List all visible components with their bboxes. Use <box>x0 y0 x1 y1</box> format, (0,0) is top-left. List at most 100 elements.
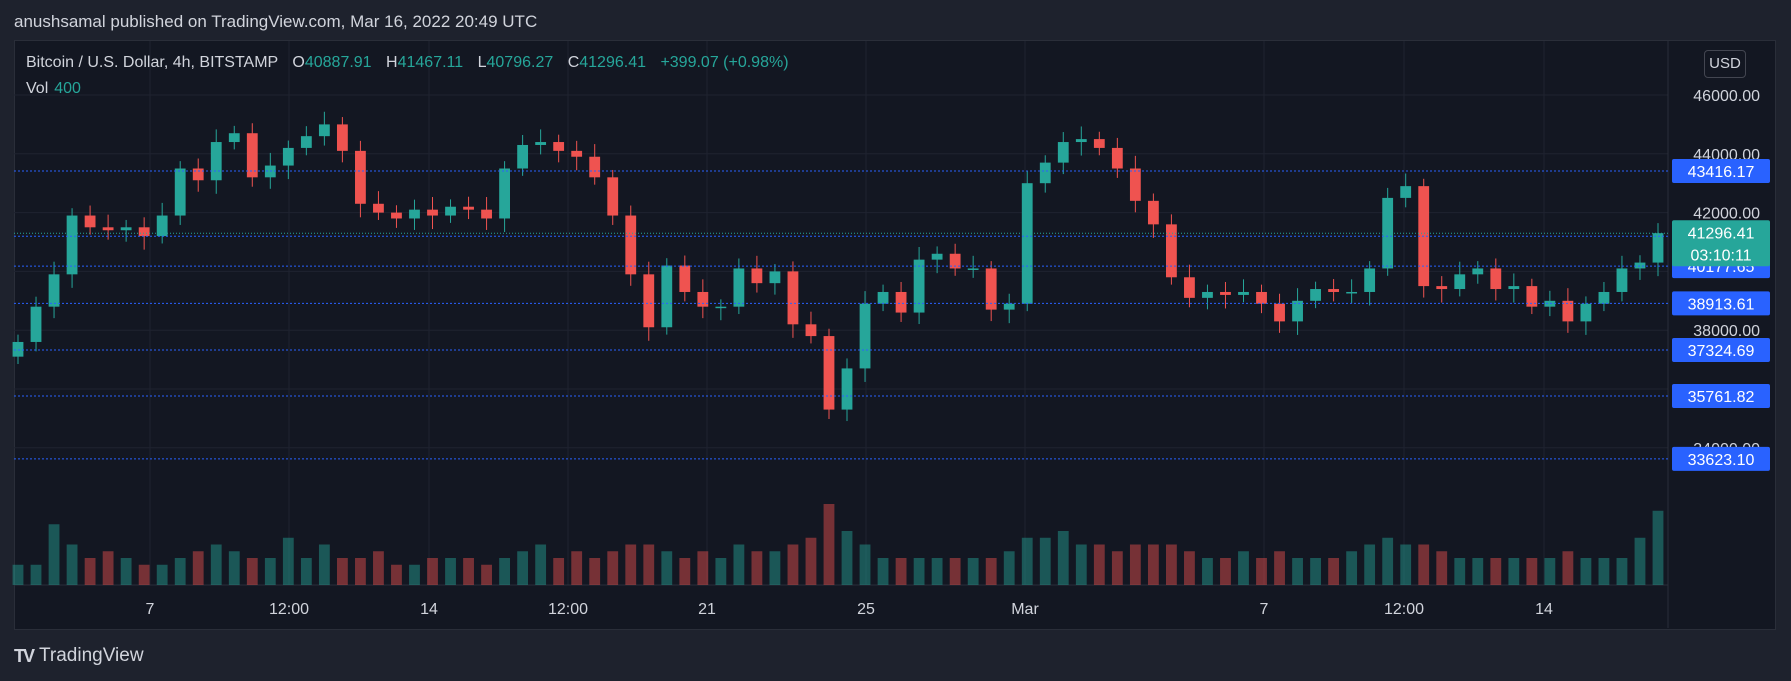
candle-body[interactable] <box>1364 268 1376 292</box>
price-level-tag[interactable] <box>1672 446 1770 471</box>
candle-body[interactable] <box>481 209 492 219</box>
candle-body[interactable] <box>859 303 871 369</box>
candle-body[interactable] <box>1544 300 1556 307</box>
candle-body[interactable] <box>697 291 709 307</box>
candle-body[interactable] <box>1184 277 1195 298</box>
candle-body[interactable] <box>1400 186 1412 198</box>
volume-label[interactable]: Vol <box>26 80 49 97</box>
candle-body[interactable] <box>48 274 60 307</box>
candle-body[interactable] <box>1634 262 1646 269</box>
candle-body[interactable] <box>1057 142 1069 163</box>
candle-body[interactable] <box>1129 168 1141 201</box>
candle-body[interactable] <box>1598 291 1610 304</box>
candle-body[interactable] <box>805 324 817 337</box>
candle-body[interactable] <box>84 215 96 228</box>
current-price-tag[interactable] <box>1672 220 1770 267</box>
candle-body[interactable] <box>661 265 673 328</box>
candle-body[interactable] <box>409 209 420 219</box>
candle-body[interactable] <box>246 133 258 178</box>
candle-body[interactable] <box>1454 274 1466 290</box>
candle-body[interactable] <box>30 306 42 342</box>
candle-body[interactable] <box>1346 291 1358 294</box>
candle-body[interactable] <box>156 215 168 237</box>
candle-body[interactable] <box>589 156 601 178</box>
candle-body[interactable] <box>318 124 330 137</box>
candle-body[interactable] <box>66 215 78 275</box>
candle-body[interactable] <box>643 274 655 328</box>
candle-body[interactable] <box>1382 197 1394 269</box>
candle-body[interactable] <box>1111 147 1123 169</box>
candle-body[interactable] <box>535 142 547 145</box>
price-level-tag[interactable] <box>1672 384 1770 409</box>
candle-body[interactable] <box>120 227 132 231</box>
candle-body[interactable] <box>877 291 889 304</box>
candle-body[interactable] <box>228 133 240 143</box>
candle-body[interactable] <box>931 253 943 260</box>
candle-body[interactable] <box>1274 303 1285 322</box>
candle-body[interactable] <box>12 341 24 357</box>
candle-body[interactable] <box>1238 291 1249 295</box>
candle-body[interactable] <box>1436 286 1448 290</box>
candle-body[interactable] <box>1508 286 1520 290</box>
candle-body[interactable] <box>1075 139 1087 143</box>
candle-body[interactable] <box>787 271 799 325</box>
candle-body[interactable] <box>607 177 619 216</box>
candle-body[interactable] <box>517 144 529 169</box>
candle-body[interactable] <box>1147 200 1159 225</box>
candle-body[interactable] <box>1220 291 1231 295</box>
candle-body[interactable] <box>733 268 745 307</box>
price-level-tag[interactable] <box>1672 338 1770 363</box>
candle-body[interactable] <box>1526 286 1538 307</box>
candle-body[interactable] <box>967 268 979 270</box>
candle-body[interactable] <box>841 368 853 410</box>
candle-body[interactable] <box>1490 268 1502 290</box>
tradingview-footer[interactable]: TV TradingView <box>14 645 144 667</box>
candle-body[interactable] <box>192 168 204 181</box>
candle-body[interactable] <box>210 142 222 181</box>
candle-body[interactable] <box>427 209 438 216</box>
candle-body[interactable] <box>1093 139 1105 148</box>
candle-body[interactable] <box>769 271 781 284</box>
candle-body[interactable] <box>985 268 997 310</box>
candle-body[interactable] <box>138 227 150 237</box>
candle-body[interactable] <box>1652 233 1664 263</box>
candle-body[interactable] <box>1562 300 1574 322</box>
candle-body[interactable] <box>1166 224 1177 278</box>
candle-body[interactable] <box>1472 268 1484 275</box>
candle-body[interactable] <box>1328 289 1340 292</box>
candle-body[interactable] <box>300 136 312 148</box>
symbol-label[interactable]: Bitcoin / U.S. Dollar, 4h, BITSTAMP <box>26 54 278 71</box>
candle-body[interactable] <box>336 124 348 151</box>
candle-body[interactable] <box>1616 268 1628 292</box>
price-level-tag[interactable] <box>1672 291 1770 316</box>
candle-body[interactable] <box>949 253 961 269</box>
candle-body[interactable] <box>1003 303 1015 310</box>
candle-body[interactable] <box>1310 289 1321 301</box>
candle-body[interactable] <box>679 265 691 292</box>
price-level-tag[interactable] <box>1672 158 1770 183</box>
candle-body[interactable] <box>1021 183 1033 304</box>
candle-body[interactable] <box>913 259 925 313</box>
candle-body[interactable] <box>373 203 384 213</box>
candle-body[interactable] <box>1292 300 1303 322</box>
candle-body[interactable] <box>282 147 294 166</box>
candle-body[interactable] <box>463 206 474 210</box>
candle-body[interactable] <box>391 212 402 219</box>
candle-body[interactable] <box>553 142 565 151</box>
candle-body[interactable] <box>823 336 835 410</box>
candle-body[interactable] <box>355 150 366 204</box>
candle-body[interactable] <box>895 291 907 313</box>
currency-button[interactable]: USD <box>1704 50 1746 78</box>
candle-body[interactable] <box>174 168 186 216</box>
candle-body[interactable] <box>1256 291 1267 304</box>
candle-body[interactable] <box>751 268 763 284</box>
candle-body[interactable] <box>102 227 114 231</box>
candle-body[interactable] <box>715 306 727 309</box>
candle-body[interactable] <box>571 150 583 157</box>
candle-body[interactable] <box>1039 162 1051 184</box>
candle-body[interactable] <box>1580 303 1592 322</box>
candle-body[interactable] <box>1202 291 1213 298</box>
candle-body[interactable] <box>625 215 637 275</box>
candle-body[interactable] <box>499 168 510 219</box>
